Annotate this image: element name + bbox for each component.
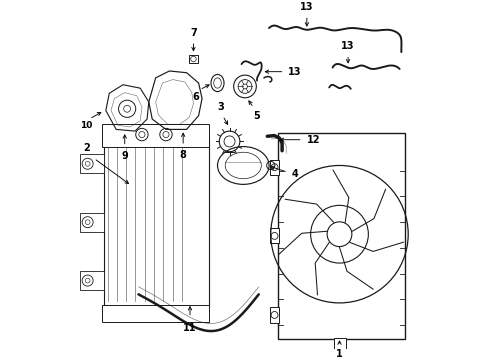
FancyBboxPatch shape bbox=[270, 228, 279, 243]
Text: 9: 9 bbox=[122, 151, 128, 161]
FancyBboxPatch shape bbox=[270, 159, 279, 175]
FancyBboxPatch shape bbox=[80, 154, 104, 174]
Bar bbox=[104, 138, 209, 306]
Text: 10: 10 bbox=[80, 121, 92, 130]
Bar bbox=[102, 124, 209, 147]
Text: 6: 6 bbox=[193, 91, 199, 102]
Text: 13: 13 bbox=[288, 67, 301, 77]
Text: 13: 13 bbox=[342, 41, 355, 51]
Text: 5: 5 bbox=[253, 111, 260, 121]
Text: 8: 8 bbox=[180, 150, 187, 160]
Text: 11: 11 bbox=[183, 323, 197, 333]
Bar bbox=[102, 305, 209, 322]
Bar bbox=[278, 133, 405, 339]
Text: 1: 1 bbox=[336, 349, 343, 359]
Text: 7: 7 bbox=[190, 28, 197, 38]
FancyBboxPatch shape bbox=[334, 338, 346, 348]
FancyBboxPatch shape bbox=[80, 212, 104, 232]
Text: 12: 12 bbox=[307, 135, 320, 145]
FancyBboxPatch shape bbox=[270, 307, 279, 323]
Bar bbox=[189, 55, 197, 63]
Text: 4: 4 bbox=[292, 169, 298, 179]
Text: 13: 13 bbox=[300, 2, 314, 12]
Text: 2: 2 bbox=[84, 143, 90, 153]
FancyBboxPatch shape bbox=[80, 271, 104, 290]
Text: 3: 3 bbox=[218, 102, 224, 112]
